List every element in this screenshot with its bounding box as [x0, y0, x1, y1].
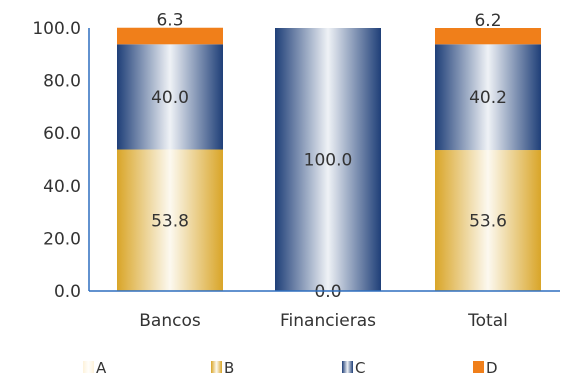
- bar-bancos-d: [117, 27, 223, 45]
- legend-label-d: D: [486, 359, 498, 374]
- bar-bancos-b: [117, 149, 223, 291]
- data-label-financieras-c: 100.0: [304, 151, 353, 171]
- category-label-bancos: Bancos: [139, 311, 201, 331]
- legend: A B C D: [83, 359, 498, 374]
- data-label-bancos-c: 40.0: [151, 88, 189, 108]
- y-tick-label: 40.0: [43, 177, 81, 197]
- y-tick-label: 100.0: [32, 19, 81, 39]
- data-label-total-d: 6.2: [474, 11, 501, 31]
- bars-group: [117, 27, 541, 291]
- y-tick-label: 0.0: [54, 282, 81, 302]
- legend-swatch-c: [342, 361, 353, 373]
- legend-label-b: B: [224, 359, 234, 374]
- data-label-financieras-b: 0.0: [314, 282, 341, 302]
- legend-swatch-a: [83, 361, 94, 373]
- bar-total-c: [435, 44, 541, 151]
- legend-label-c: C: [355, 359, 365, 374]
- data-label-bancos-d: 6.3: [156, 11, 183, 31]
- bar-financieras-c: [275, 28, 381, 291]
- data-labels-group: 53.8 40.0 6.3 0.0 100.0 53.6 40.2 6.2: [151, 11, 507, 302]
- y-tick-label: 60.0: [43, 124, 81, 144]
- data-label-total-b: 53.6: [469, 212, 507, 232]
- y-tick-label: 20.0: [43, 229, 81, 249]
- legend-label-a: A: [96, 359, 107, 374]
- x-category-labels: Bancos Financieras Total: [139, 311, 508, 331]
- bar-total-b: [435, 150, 541, 291]
- y-tick-labels: 0.0 20.0 40.0 60.0 80.0 100.0: [32, 19, 81, 302]
- data-label-total-c: 40.2: [469, 88, 507, 108]
- category-label-financieras: Financieras: [280, 311, 376, 331]
- bar-bancos-c: [117, 44, 223, 150]
- category-label-total: Total: [467, 311, 508, 331]
- legend-swatch-d: [473, 361, 484, 373]
- axis-group: [88, 28, 560, 292]
- bar-total-d: [435, 28, 541, 45]
- legend-swatch-b: [211, 361, 222, 373]
- y-tick-label: 80.0: [43, 72, 81, 92]
- data-label-bancos-b: 53.8: [151, 211, 189, 231]
